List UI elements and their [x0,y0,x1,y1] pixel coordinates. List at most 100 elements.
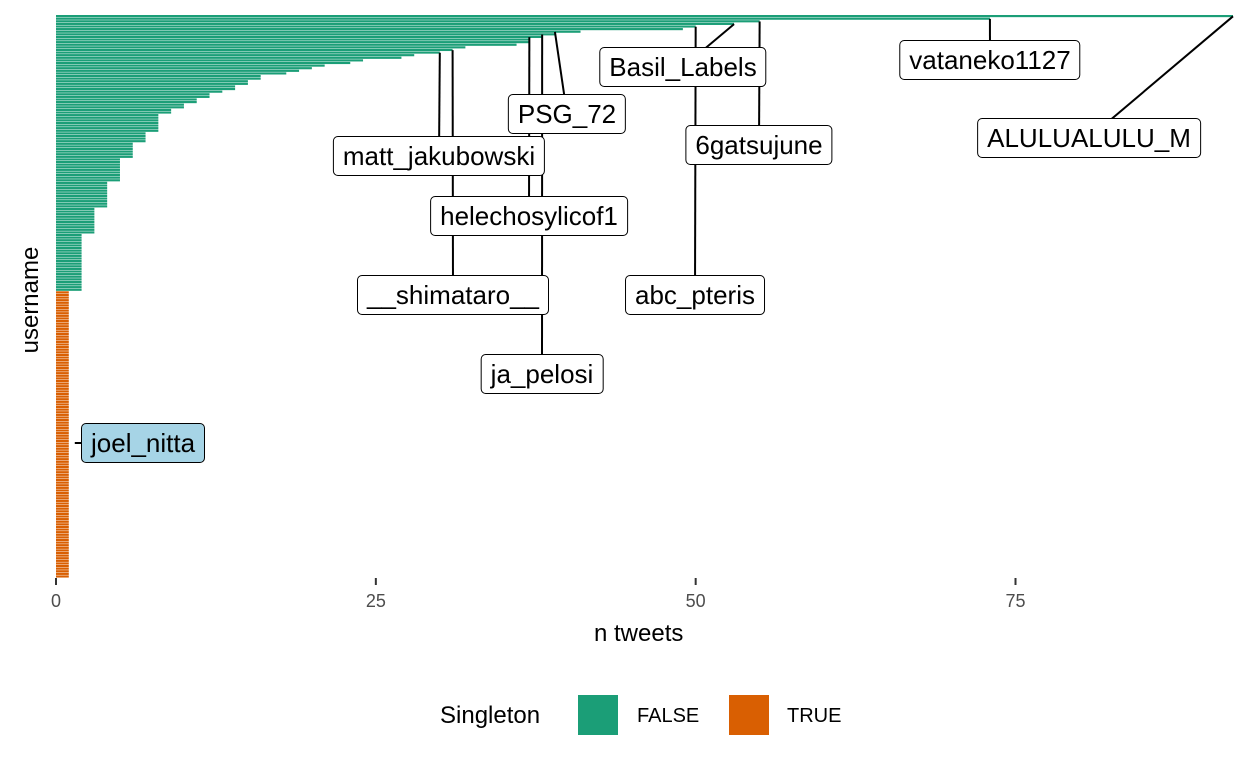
bar [56,270,82,273]
bar [56,288,82,291]
bar [56,241,82,244]
bar [56,379,69,383]
bar [56,377,69,380]
username-callout: helechosylicof1 [430,196,628,236]
x-axis-ticks [55,578,1017,585]
bar [56,332,69,336]
bar [56,101,197,104]
bar [56,447,69,450]
bar [56,528,69,531]
bar [56,309,69,312]
username-callout: vataneko1127 [899,40,1081,80]
bar [56,432,69,435]
bar [56,202,108,205]
bar [56,359,69,362]
bar [56,56,402,59]
bar [56,392,69,396]
bar [56,306,69,310]
bar [56,124,159,127]
bar [56,382,69,385]
bar [56,103,184,106]
bar [56,525,69,529]
bar [56,239,82,242]
legend-key-true [729,695,769,735]
bar [56,132,146,135]
bar [56,41,530,44]
bar [56,218,95,221]
bar [56,236,82,239]
bar [56,335,69,338]
bar [56,33,555,36]
legend-label-true: TRUE [787,705,842,727]
bar [56,98,197,101]
bar [56,473,69,476]
bar [56,283,82,286]
x-tick-label: 0 [50,591,62,611]
bar [56,489,69,492]
bar [56,257,82,260]
bar [56,168,120,171]
bar [56,564,69,568]
bar [56,181,108,184]
bar [56,372,69,375]
bar [56,197,108,200]
bar [56,20,760,23]
bar [56,559,69,562]
bar [56,22,735,25]
bar [56,413,69,416]
bar [56,416,69,419]
username-callout: __shimataro__ [357,275,549,315]
bar [56,223,95,226]
bar [56,533,69,536]
bar [56,426,69,429]
username-callout: PSG_72 [507,94,627,134]
bar [56,213,95,216]
bar [56,510,69,513]
bar [56,531,69,534]
bar [56,278,82,281]
bar [56,507,69,510]
bar [56,356,69,359]
bar [56,69,300,72]
bar [56,520,69,523]
bar [56,87,236,91]
bar [56,28,683,31]
bar [56,364,69,367]
bar [56,67,312,70]
username-callout: matt_jakubowski [332,136,546,176]
bar [56,187,108,190]
bar [56,228,95,231]
bar [56,348,69,351]
bar [56,35,543,39]
bar [56,114,159,117]
bar [56,567,69,570]
bar [56,95,210,98]
bar [56,312,69,315]
bar [56,231,95,234]
bar [56,291,69,294]
bar [56,385,69,388]
bar [56,59,364,62]
bar [56,505,69,508]
bar [56,176,120,179]
bar [56,127,159,130]
bar [56,163,120,166]
bar [56,499,69,502]
bar [56,361,69,364]
bar [56,260,82,263]
bar [56,134,146,138]
bar [56,171,120,174]
bar [56,116,159,119]
bar [56,262,82,265]
bar [56,575,69,578]
bar [56,293,69,297]
bar [56,46,466,49]
bar [56,210,95,213]
bar [56,153,133,156]
bar [56,43,517,46]
bar [56,252,82,255]
bar [56,25,696,28]
bar [56,515,69,518]
bar [56,450,69,453]
